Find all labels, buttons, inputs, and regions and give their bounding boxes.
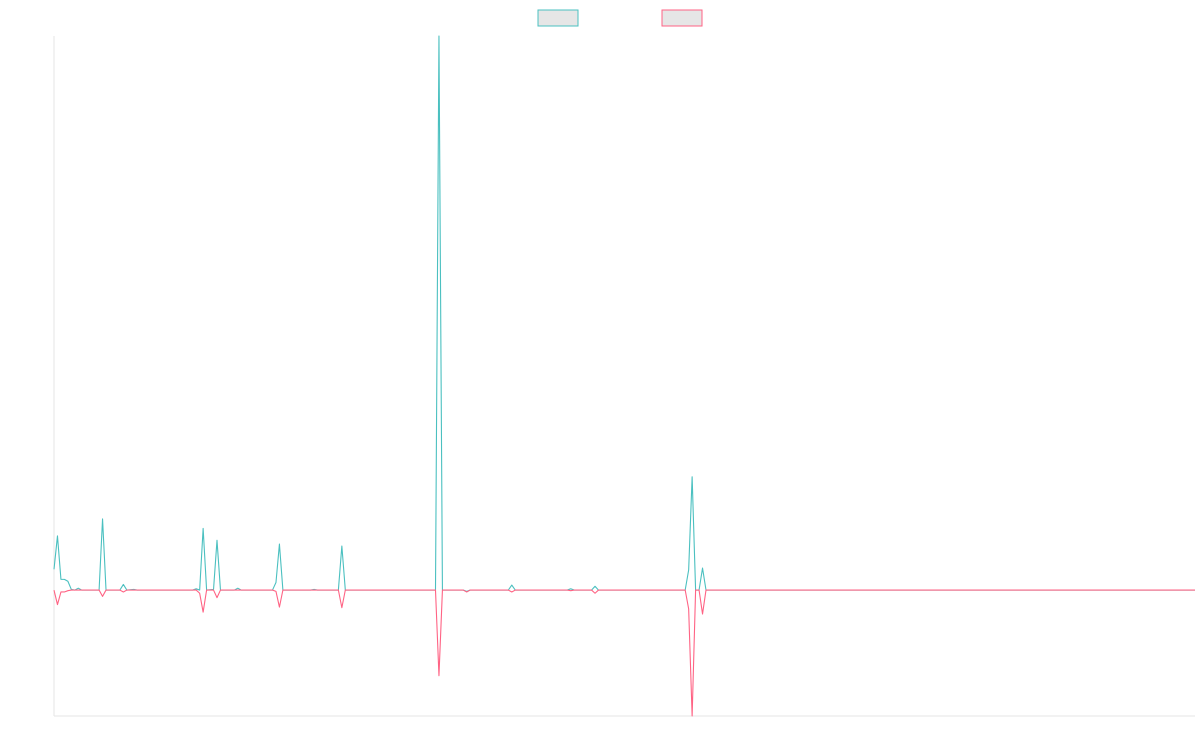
- legend-swatch-2[interactable]: [661, 9, 703, 27]
- legend-swatch-1[interactable]: [537, 9, 579, 27]
- series-line-1: [53, 35, 1195, 592]
- series-layer: [53, 35, 1195, 717]
- legend: [537, 9, 703, 27]
- series-line-2: [53, 589, 1195, 717]
